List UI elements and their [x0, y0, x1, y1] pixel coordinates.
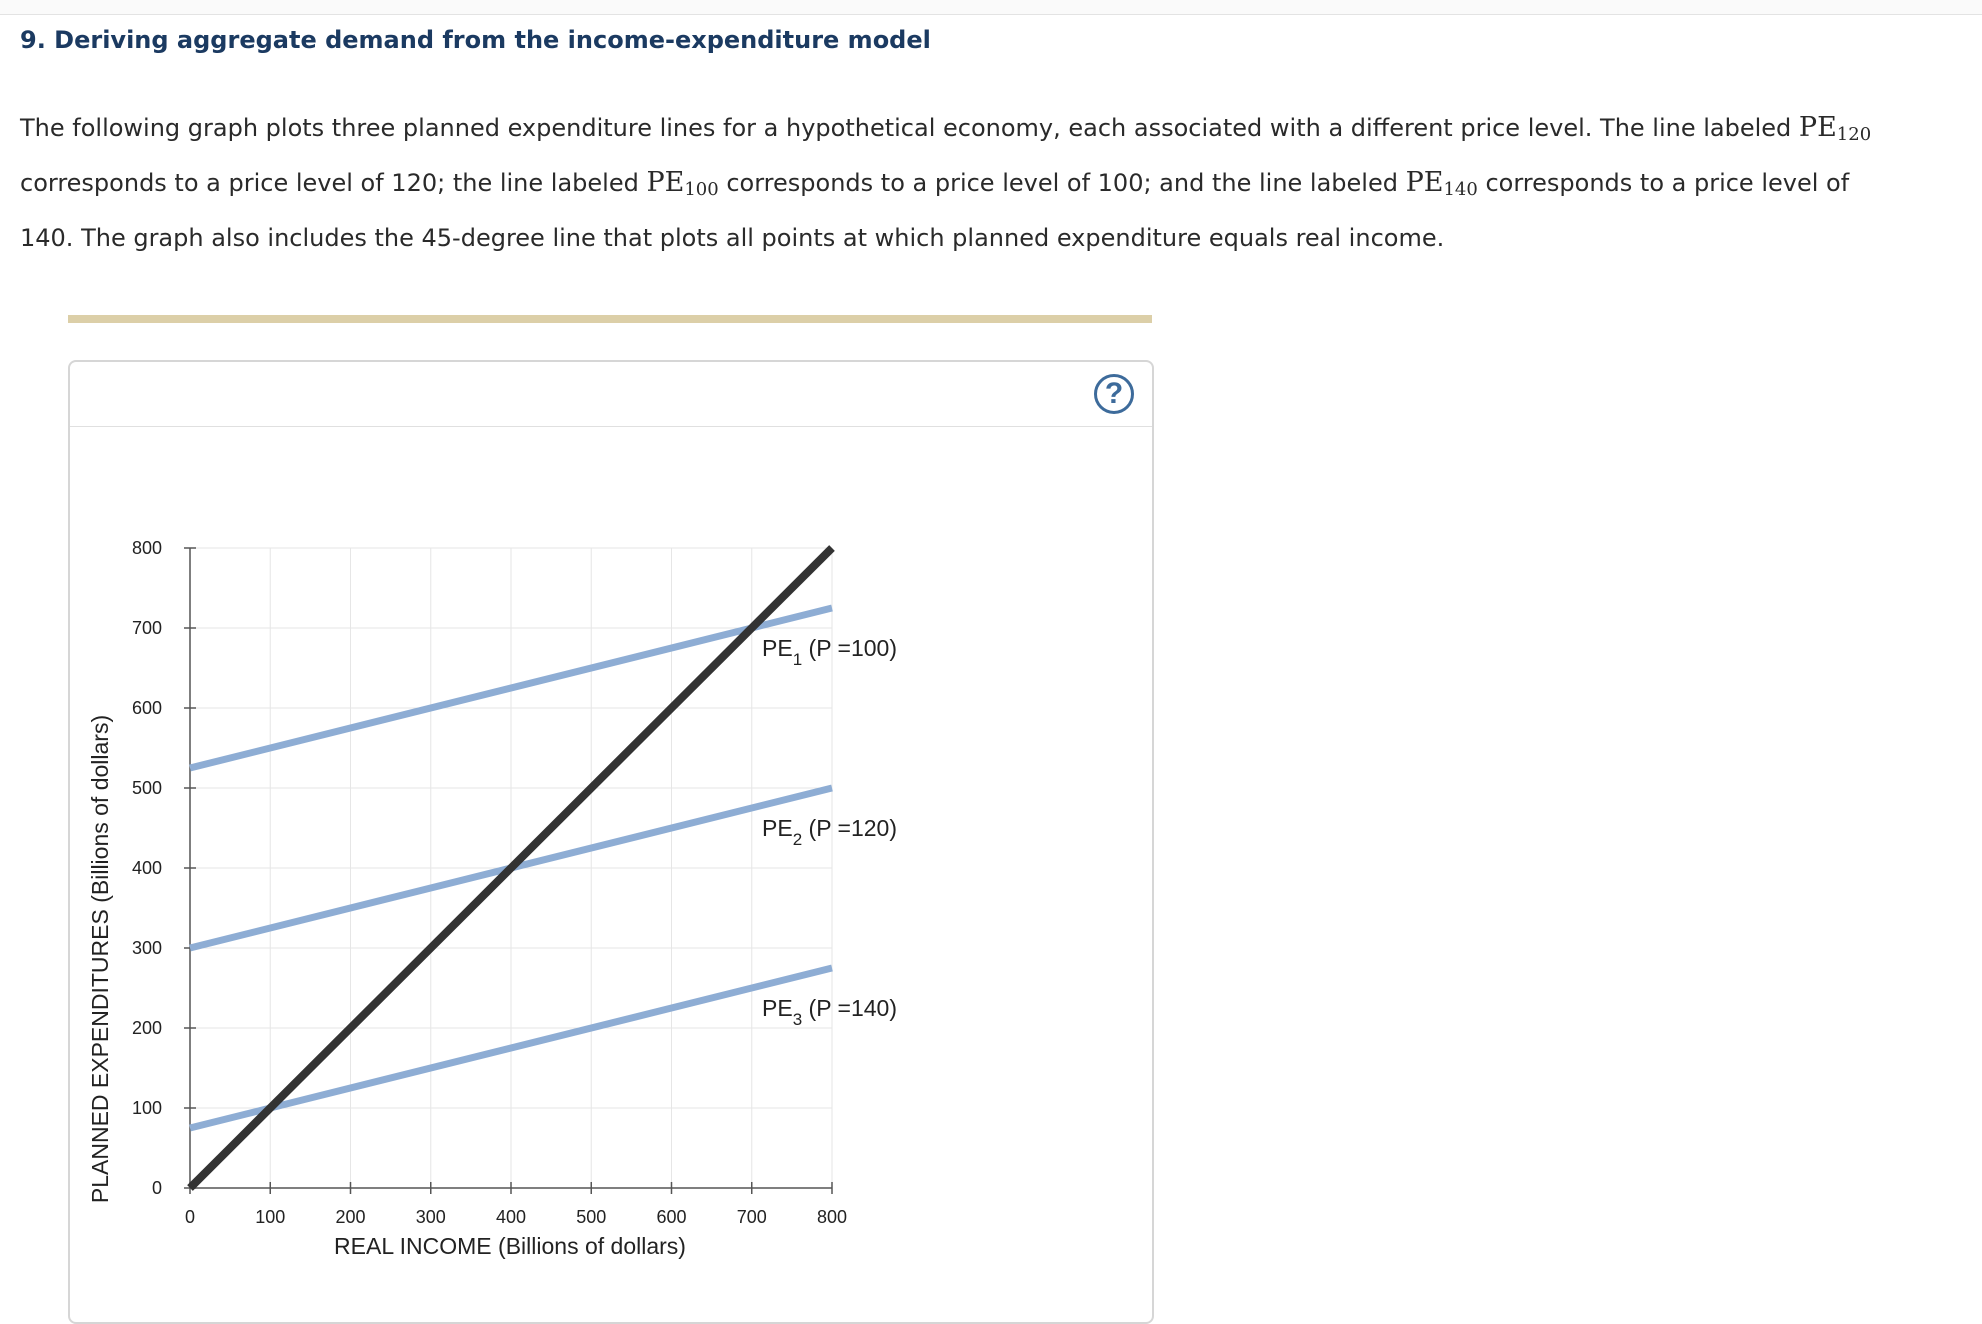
pe-line-label-1: PE1 (P =100) [762, 635, 897, 669]
y-tick-label-600: 600 [132, 698, 162, 718]
series [187, 545, 835, 1191]
pe-line-label-3: PE3 (P =140) [762, 995, 897, 1029]
intro-text-3: corresponds to a price level of 100; and… [718, 169, 1406, 197]
x-tick-label-200: 200 [335, 1207, 365, 1227]
intro-text-4: corresponds to a price level of 140. The… [20, 169, 1850, 252]
pe-140-symbol: PE140 [1405, 167, 1478, 200]
pe-line-label-2: PE2 (P =120) [762, 815, 897, 849]
y-tick-label-0: 0 [152, 1178, 162, 1198]
y-axis-title: PLANNED EXPENDITURES (Billions of dollar… [87, 715, 113, 1203]
x-tick-label-600: 600 [656, 1207, 686, 1227]
pe-label-main-1: PE [762, 635, 793, 661]
x-tick-label-500: 500 [576, 1207, 606, 1227]
y-tick-label-800: 800 [132, 538, 162, 558]
y-tick-label-300: 300 [132, 938, 162, 958]
question-title: 9. Deriving aggregate demand from the in… [20, 26, 931, 54]
graph-divider-bar [68, 315, 1152, 323]
axes: 0 100 200 300 400 500 600 700 800 0 100 200 300 400 50… [132, 538, 847, 1227]
pe-label-rest-2: (P =120) [802, 815, 897, 841]
graph-panel: ? 0 100 200 300 400 500 600 700 800 0 100 200 300 400… [68, 360, 1154, 1324]
x-tick-label-100: 100 [255, 1207, 285, 1227]
pe-label-main-2: PE [762, 815, 793, 841]
pe-140-subscript: 140 [1443, 179, 1478, 200]
y-tick-label-700: 700 [132, 618, 162, 638]
pe-label-sub-2: 2 [793, 830, 802, 849]
x-tick-label-400: 400 [496, 1207, 526, 1227]
x-tick-label-800: 800 [817, 1207, 847, 1227]
pe-100-subscript: 100 [684, 179, 719, 200]
x-tick-label-700: 700 [737, 1207, 767, 1227]
pe-symbol-a: PE [1798, 112, 1837, 143]
pe-120-symbol: PE120 [1798, 112, 1872, 145]
pe-100-symbol: PE100 [646, 167, 719, 200]
series-labels: PE1 (P =100)PE2 (P =120)PE3 (P =140) [762, 635, 897, 1029]
y-tick-label-200: 200 [132, 1018, 162, 1038]
planned-expenditure-chart: 0 100 200 300 400 500 600 700 800 0 100 200 300 400 50… [87, 538, 897, 1259]
pe-line-3 [189, 964, 833, 1132]
pe-label-rest-3: (P =140) [802, 995, 897, 1021]
graph-panel-header: ? [70, 362, 1152, 427]
top-border [0, 0, 1982, 15]
pe-label-main-3: PE [762, 995, 793, 1021]
pe-label-sub-3: 3 [793, 1010, 802, 1029]
forty-five-degree-line [187, 545, 835, 1191]
pe-120-subscript: 120 [1836, 124, 1872, 145]
intro-text-2: corresponds to a price level of 120; the… [20, 169, 647, 197]
grid [190, 547, 833, 1188]
x-tick-label-300: 300 [416, 1207, 446, 1227]
help-button[interactable]: ? [1094, 374, 1134, 414]
pe-label-sub-1: 1 [793, 650, 802, 669]
y-tick-label-100: 100 [132, 1098, 162, 1118]
pe-symbol-b: PE [646, 167, 685, 198]
x-axis-title: REAL INCOME (Billions of dollars) [334, 1233, 686, 1259]
pe-line-1 [189, 604, 833, 772]
question-intro: The following graph plots three planned … [20, 104, 1900, 262]
intro-text-1: The following graph plots three planned … [20, 114, 1799, 142]
x-tick-label-0: 0 [185, 1207, 195, 1227]
pe-label-rest-1: (P =100) [802, 635, 897, 661]
pe-symbol-c: PE [1405, 167, 1444, 198]
y-tick-label-500: 500 [132, 778, 162, 798]
y-tick-label-400: 400 [132, 858, 162, 878]
